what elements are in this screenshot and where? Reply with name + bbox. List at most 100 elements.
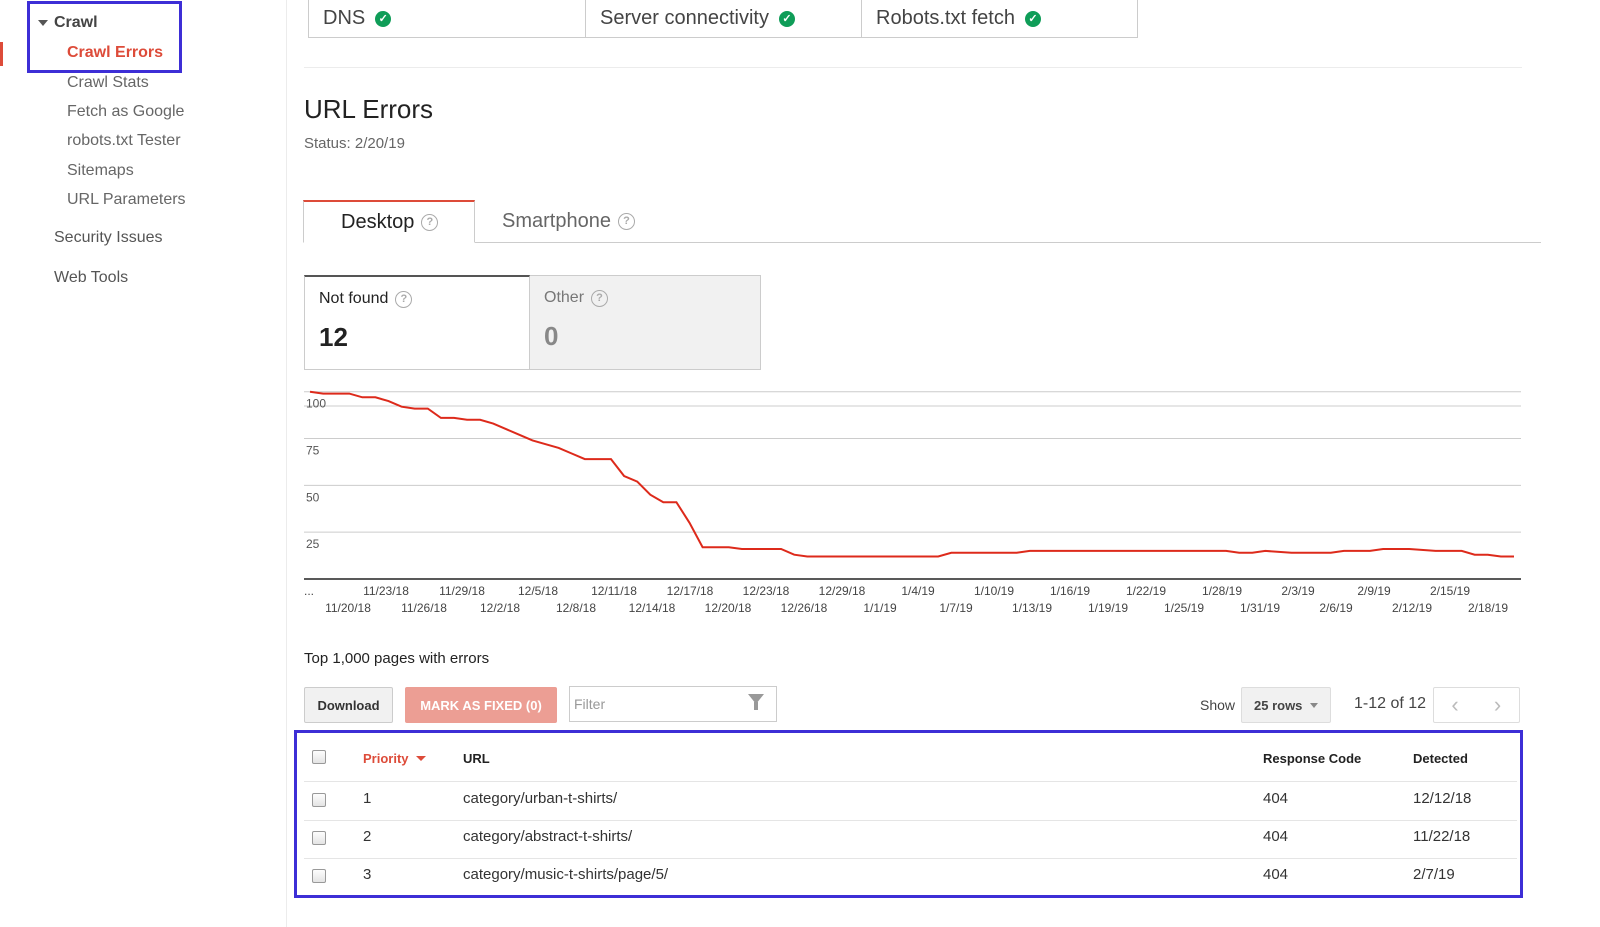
column-header-detected[interactable]: Detected	[1413, 751, 1468, 766]
cell-response-code: 404	[1263, 828, 1289, 845]
row-divider	[304, 858, 1517, 859]
tab-smartphone[interactable]: Smartphone ?	[502, 200, 635, 243]
page-title: URL Errors	[304, 94, 434, 124]
cell-url[interactable]: category/urban-t-shirts/	[463, 790, 618, 807]
cell-response-code: 404	[1263, 866, 1289, 883]
caret-down-icon	[1310, 702, 1319, 708]
rows-per-page-select[interactable]: 25 rows	[1241, 687, 1331, 723]
tab-label: Desktop	[341, 210, 415, 233]
cell-priority: 2	[363, 828, 372, 845]
help-icon[interactable]: ?	[395, 290, 413, 308]
mark-as-fixed-button[interactable]: MARK AS FIXED (0)	[405, 687, 557, 723]
show-label: Show	[1200, 697, 1236, 713]
next-page-button[interactable]: ›	[1476, 687, 1520, 723]
x-tick-label: 2/18/19	[1468, 601, 1508, 615]
row-divider	[304, 820, 1517, 821]
x-tick-label: 2/12/19	[1392, 601, 1432, 615]
x-tick-label: 1/13/19	[1012, 601, 1052, 615]
x-tick-label: 12/23/18	[743, 584, 790, 598]
status-label: DNS	[323, 7, 366, 29]
row-checkbox[interactable]	[312, 793, 326, 807]
active-indicator	[0, 42, 3, 66]
sidebar-item-sitemaps[interactable]: Sitemaps	[67, 162, 134, 179]
sidebar: Crawl Crawl Errors Crawl Stats Fetch as …	[0, 0, 287, 927]
row-checkbox[interactable]	[312, 869, 326, 883]
sidebar-item-security-issues[interactable]: Security Issues	[54, 229, 163, 246]
row-checkbox[interactable]	[312, 831, 326, 845]
column-header-priority[interactable]: Priority	[363, 751, 426, 766]
x-tick-label: 12/26/18	[781, 601, 828, 615]
divider	[304, 67, 1522, 68]
y-tick-label: 75	[306, 444, 320, 458]
cell-priority: 3	[363, 866, 372, 883]
status-server-connectivity[interactable]: Server connectivity ✓	[585, 0, 861, 37]
metric-label: Not found	[319, 290, 389, 307]
cell-detected: 12/12/18	[1413, 790, 1472, 807]
x-tick-label: 11/20/18	[325, 601, 371, 615]
download-button[interactable]: Download	[304, 687, 393, 723]
x-tick-label: 12/20/18	[705, 601, 752, 615]
y-tick-label: 50	[306, 490, 320, 504]
metric-value: 0	[544, 321, 559, 351]
x-tick-label: 1/28/19	[1202, 584, 1242, 598]
sidebar-item-robots-tester[interactable]: robots.txt Tester	[67, 132, 181, 149]
filter-input[interactable]	[574, 696, 744, 712]
x-tick-label: 2/15/19	[1430, 584, 1470, 598]
x-tick-label: 12/5/18	[518, 584, 558, 598]
cell-priority: 1	[363, 790, 372, 807]
cell-detected: 2/7/19	[1413, 866, 1455, 883]
filter-funnel-icon[interactable]	[748, 694, 764, 710]
column-header-url[interactable]: URL	[463, 751, 490, 766]
check-circle-icon: ✓	[778, 10, 795, 27]
check-circle-icon: ✓	[1024, 10, 1041, 27]
row-divider	[304, 781, 1517, 782]
sidebar-group-label: Crawl	[54, 14, 98, 31]
x-tick-label: 1/1/19	[863, 601, 897, 615]
status-robots-fetch[interactable]: Robots.txt fetch ✓	[861, 0, 1137, 37]
sidebar-item-url-parameters[interactable]: URL Parameters	[67, 191, 186, 208]
x-tick-label: ...	[304, 584, 314, 598]
x-tick-label: 12/2/18	[480, 601, 520, 615]
sidebar-item-fetch-as-google[interactable]: Fetch as Google	[67, 103, 185, 120]
x-tick-label: 12/8/18	[556, 601, 596, 615]
cell-url[interactable]: category/music-t-shirts/page/5/	[463, 866, 669, 883]
help-icon[interactable]: ?	[591, 289, 609, 307]
help-icon[interactable]: ?	[421, 213, 439, 231]
select-all-checkbox[interactable]	[312, 750, 326, 764]
sidebar-item-crawl-errors[interactable]: Crawl Errors	[67, 44, 164, 61]
status-label: Robots.txt fetch	[876, 7, 1015, 29]
tab-desktop[interactable]: Desktop ?	[303, 200, 475, 243]
metric-label: Other	[544, 289, 585, 306]
chevron-right-icon: ›	[1493, 692, 1502, 717]
filter-field[interactable]	[569, 686, 777, 722]
x-tick-label: 1/22/19	[1126, 584, 1166, 598]
x-tick-label: 12/17/18	[667, 584, 714, 598]
x-tick-label: 2/6/19	[1319, 601, 1353, 615]
column-header-label: Priority	[363, 751, 409, 766]
tabs-baseline	[304, 242, 1541, 243]
status-dns[interactable]: DNS ✓	[309, 0, 585, 37]
metric-not-found[interactable]: Not found ? 12	[304, 275, 530, 370]
y-tick-label: 25	[306, 537, 320, 551]
sidebar-group-crawl[interactable]: Crawl	[38, 14, 98, 32]
x-tick-label: 1/31/19	[1240, 601, 1280, 615]
sidebar-item-web-tools[interactable]: Web Tools	[54, 269, 129, 286]
prev-page-button[interactable]: ‹	[1433, 687, 1477, 723]
x-tick-label: 1/19/19	[1088, 601, 1128, 615]
metric-other[interactable]: Other ? 0	[530, 275, 761, 370]
sidebar-item-crawl-stats[interactable]: Crawl Stats	[67, 74, 149, 91]
rows-select-value: 25 rows	[1254, 697, 1303, 713]
tab-label: Smartphone	[502, 210, 611, 232]
table-caption: Top 1,000 pages with errors	[304, 650, 490, 667]
highlight-box-table	[294, 730, 1523, 898]
x-tick-label: 1/4/19	[901, 584, 935, 598]
column-header-response-code[interactable]: Response Code	[1263, 751, 1362, 766]
cell-response-code: 404	[1263, 790, 1289, 807]
x-tick-label: 1/10/19	[974, 584, 1014, 598]
help-icon[interactable]: ?	[617, 213, 635, 230]
x-tick-label: 1/7/19	[939, 601, 973, 615]
x-tick-label: 1/16/19	[1050, 584, 1090, 598]
cell-url[interactable]: category/abstract-t-shirts/	[463, 828, 633, 845]
x-tick-label: 11/26/18	[401, 601, 447, 615]
pager-range: 1-12 of 12	[1354, 695, 1427, 712]
